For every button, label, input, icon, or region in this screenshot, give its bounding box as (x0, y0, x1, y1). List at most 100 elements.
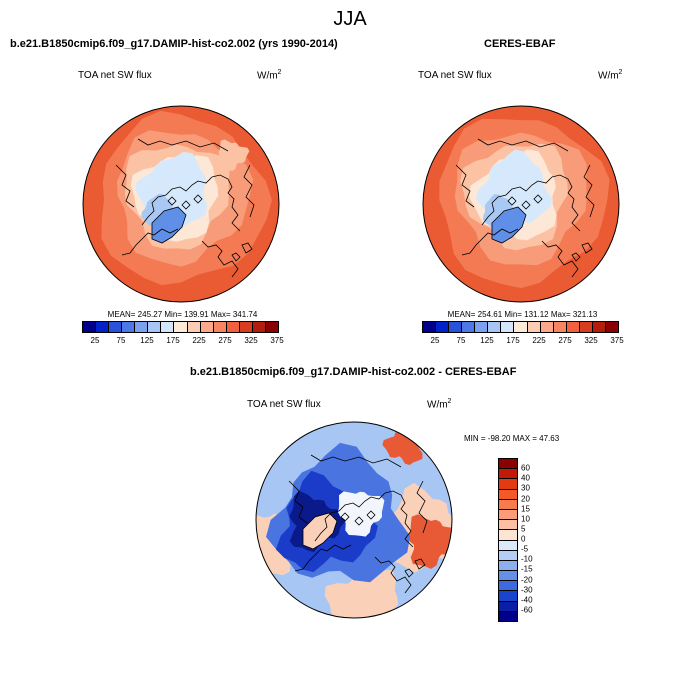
colorbar-swatch (499, 499, 517, 510)
colorbar-swatch (499, 509, 517, 521)
coastline (193, 194, 203, 204)
coastline (551, 174, 581, 232)
colorbar-swatch (423, 322, 437, 332)
coastline (302, 512, 338, 550)
colorbar-tick-label: 75 (456, 336, 466, 345)
colorbar-swatch (161, 322, 175, 332)
colorbar-swatch (566, 322, 580, 332)
coastline (241, 242, 253, 254)
map-field (83, 106, 279, 302)
panel-model-variable: TOA net SW flux (78, 70, 152, 81)
coastline (533, 194, 543, 204)
colorbar-tick-label: -40 (521, 595, 533, 605)
colorbar-tick-label: 325 (244, 336, 258, 345)
coastline (314, 492, 386, 542)
colorbar-tick-label: 275 (218, 336, 232, 345)
colorbar-swatch (499, 601, 517, 612)
colorbar-swatch (122, 322, 136, 332)
colorbar-swatch (148, 322, 162, 332)
colorbar-swatch (252, 322, 266, 332)
colorbar-swatch (514, 322, 528, 332)
colorbar-swatch (527, 322, 541, 332)
coastline (583, 164, 595, 218)
coastline (416, 480, 428, 534)
panel-obs-title: CERES-EBAF (484, 38, 556, 50)
panel-model-stats: MEAN= 245.27 Min= 139.91 Max= 341.74 (107, 310, 258, 319)
coastline (455, 164, 475, 208)
coastline (141, 176, 213, 226)
colorbar-swatch (499, 571, 517, 582)
colorbar-obs (422, 321, 619, 333)
colorbar-swatch (226, 322, 240, 332)
colorbar-swatch (488, 322, 502, 332)
colorbar-swatch (499, 489, 517, 500)
colorbar-diff (498, 458, 518, 622)
field-band (218, 139, 250, 172)
colorbar-model-labels: 25 75 125 175 225 275 325 375 (82, 336, 284, 348)
colorbar-tick-label: 125 (140, 336, 154, 345)
colorbar-swatch (499, 560, 517, 572)
colorbar-swatch (200, 322, 214, 332)
season-title: JJA (333, 8, 367, 30)
colorbar-tick-label: 375 (270, 336, 284, 345)
coastline (231, 252, 241, 262)
greenland-region (152, 207, 186, 243)
colorbar-swatch (174, 322, 188, 332)
colorbar-swatch (499, 479, 517, 490)
colorbar-swatch (540, 322, 554, 332)
colorbar-swatch (499, 530, 517, 541)
colorbar-tick-label: 175 (166, 336, 180, 345)
colorbar-tick-label: 75 (116, 336, 126, 345)
colorbar-tick-label: 20 (521, 494, 530, 503)
colorbar-tick-label: 125 (480, 336, 494, 345)
colorbar-swatch (436, 322, 450, 332)
map-border (82, 105, 280, 303)
coastline (121, 228, 179, 256)
coastline (201, 240, 239, 278)
colorbar-swatch (265, 322, 278, 332)
colorbar-swatch (135, 322, 149, 332)
panel-model-title: b.e21.B1850cmip6.f09_g17.DAMIP-hist-co2.… (10, 38, 338, 50)
colorbar-obs-labels: 25 75 125 175 225 275 325 375 (422, 336, 624, 348)
colorbar-swatch (449, 322, 463, 332)
coastline (294, 544, 352, 572)
colorbar-tick-label: 30 (521, 483, 530, 493)
panel-obs-stats: MEAN= 254.61 Min= 131.12 Max= 321.13 (447, 310, 598, 319)
colorbar-tick-label: 15 (521, 504, 530, 514)
colorbar-tick-label: 325 (584, 336, 598, 345)
panel-obs-variable: TOA net SW flux (418, 70, 492, 81)
colorbar-swatch (605, 322, 618, 332)
colorbar-swatch (499, 520, 517, 531)
coastline (115, 164, 135, 208)
colorbar-tick-label: 175 (506, 336, 520, 345)
map-diff (255, 421, 453, 619)
coastline (521, 200, 531, 210)
colorbar-tick-label: 25 (430, 336, 440, 345)
coastline (167, 196, 177, 206)
map-field (423, 106, 619, 302)
colorbar-swatch (499, 591, 517, 602)
map-border (422, 105, 620, 303)
colorbar-tick-label: -60 (521, 605, 533, 615)
colorbar-swatch (462, 322, 476, 332)
colorbar-tick-label: 225 (532, 336, 546, 345)
coastline (477, 138, 569, 152)
colorbar-swatch (553, 322, 567, 332)
map-obs (422, 105, 620, 303)
colorbar-tick-label: 5 (521, 524, 526, 534)
colorbar-swatch (187, 322, 201, 332)
greenland-region (303, 513, 337, 549)
map-model (82, 105, 280, 303)
colorbar-swatch (499, 459, 517, 470)
panel-diff-stats: MIN = -98.20 MAX = 47.63 (464, 434, 560, 443)
colorbar-tick-label: -5 (521, 544, 529, 554)
field-band (324, 570, 398, 618)
coastline (288, 480, 308, 524)
coastline (581, 242, 593, 254)
colorbar-swatch (501, 322, 515, 332)
coastlines (455, 138, 595, 278)
coastline (374, 556, 412, 594)
coastline (491, 206, 527, 244)
coastline (461, 228, 519, 256)
panel-obs-units: W/m2 (598, 69, 623, 82)
